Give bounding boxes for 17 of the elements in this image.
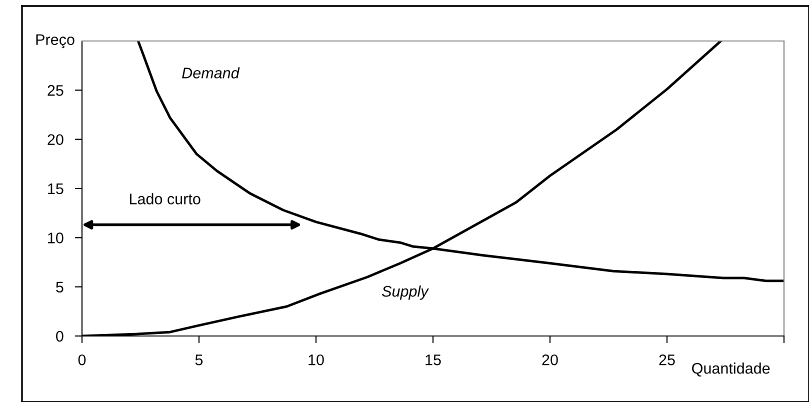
- x-tick-label: 20: [542, 354, 558, 366]
- y-axis-title: Preço: [36, 34, 74, 48]
- x-tick-label: 10: [308, 354, 324, 366]
- y-tick-label: 0: [56, 330, 64, 342]
- y-tick-label: 5: [56, 282, 64, 293]
- annotation: Supply: [382, 286, 430, 300]
- x-tick-label: 25: [659, 354, 675, 366]
- y-tick-label: 25: [48, 85, 64, 96]
- annotation: Demand: [182, 67, 240, 78]
- x-tick-label: 15: [426, 354, 441, 366]
- annotation: Lado curto: [130, 193, 200, 204]
- y-tick-label: 20: [48, 134, 64, 146]
- x-axis-title: Quantidade: [692, 362, 770, 377]
- y-tick-label: 15: [48, 184, 64, 194]
- x-tick-label: 5: [195, 354, 203, 366]
- x-tick-label: 0: [78, 354, 86, 366]
- y-tick-label: 10: [48, 232, 64, 244]
